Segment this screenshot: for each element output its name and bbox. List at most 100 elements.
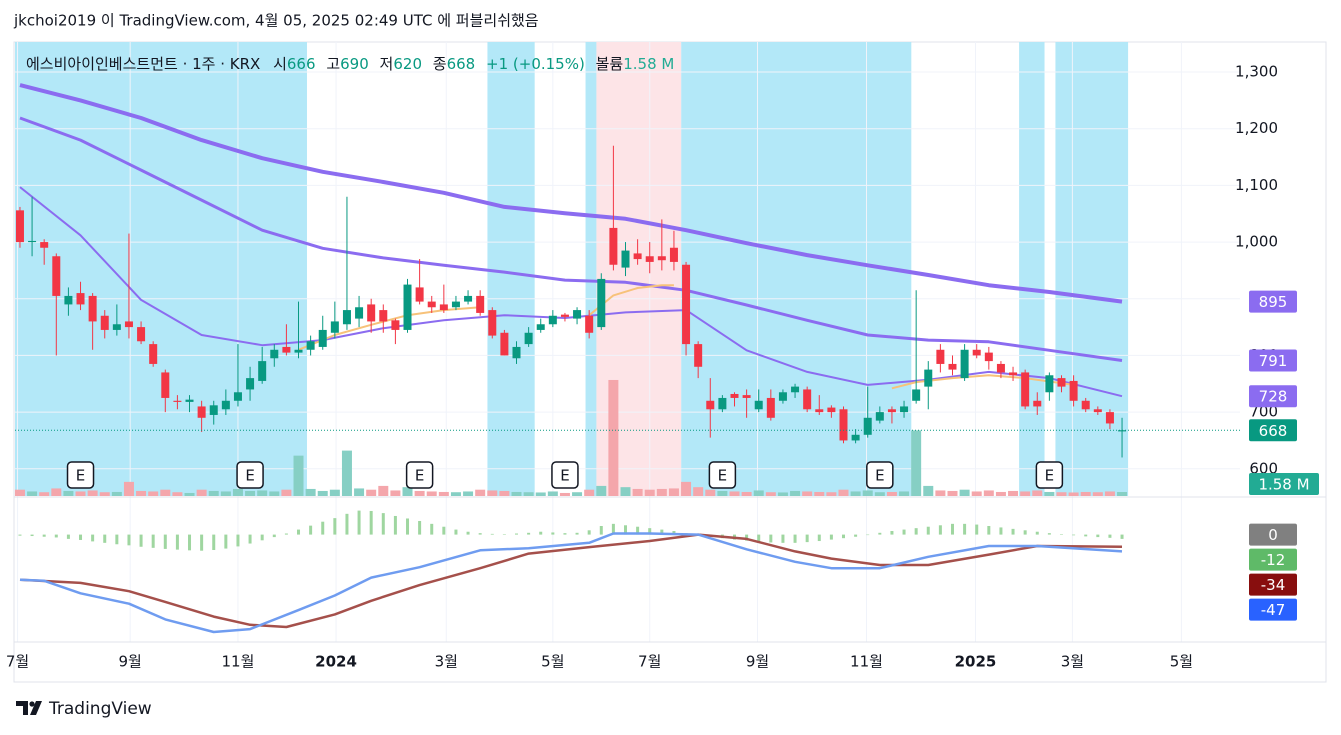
candle-body (439, 304, 448, 311)
event-box (708, 461, 737, 489)
macd-histogram-bar (502, 534, 506, 535)
volume-bar (1117, 492, 1128, 496)
candle-body (548, 315, 557, 325)
moving-average (19, 83, 1123, 304)
volume-bar (232, 488, 243, 496)
macd-histogram-bar (127, 534, 131, 546)
y-tick-label: 1,300 (1235, 63, 1278, 81)
volume-bar (802, 491, 813, 496)
candle-body (609, 227, 618, 265)
macd-histogram-bar (103, 534, 107, 543)
candle-body (706, 400, 715, 410)
badge-box (1249, 419, 1297, 442)
candle-body (924, 369, 933, 387)
macd-histogram-bar (66, 534, 70, 539)
candle-body (464, 295, 473, 302)
candle-body (815, 409, 824, 413)
macd-line (19, 532, 1123, 634)
volume-bar (862, 490, 873, 496)
volume-bar (681, 481, 692, 496)
candle-body (221, 400, 230, 410)
volume-bar (547, 491, 558, 496)
macd-histogram-bar (478, 533, 482, 535)
legend-high-label: 고 (326, 55, 340, 73)
macd-histogram-bar (490, 533, 494, 535)
volume-bar (136, 490, 147, 496)
volume-bar (790, 490, 801, 496)
event-marker: E (405, 461, 434, 489)
macd-pane (18, 510, 1124, 634)
volume-bar (160, 489, 171, 496)
x-tick-label: 3월 (1061, 653, 1084, 671)
volume-bar (63, 490, 74, 496)
candle-body (754, 400, 763, 410)
macd-histogram-bar (890, 531, 894, 535)
candle-body (512, 346, 521, 359)
y-tick-label: 1,100 (1235, 176, 1278, 194)
volume-bar (438, 491, 449, 496)
volume-bar (608, 379, 619, 496)
macd-histogram-bar (406, 518, 410, 535)
volume-bar (717, 490, 728, 496)
x-tick-label: 5월 (541, 653, 564, 671)
volume-bar (572, 492, 583, 496)
macd-histogram-bar (260, 534, 264, 541)
y-tick-label: 1,200 (1235, 119, 1278, 137)
volume-bar (1044, 491, 1055, 496)
macd-histogram-bar (950, 523, 954, 535)
volume-bar (99, 492, 110, 496)
x-tick-label: 7월 (638, 653, 661, 671)
volume-bar (426, 491, 437, 496)
legend-title: 에스비아이인베스트먼트 · 1주 · KRX (26, 55, 260, 73)
volume-bar (220, 491, 231, 496)
macd-histogram-bar (624, 525, 628, 535)
volume-bar (27, 491, 38, 496)
macd-histogram-bar (963, 523, 967, 535)
price-badge: 668 (1249, 419, 1297, 442)
candle-body (258, 361, 267, 381)
x-tick-label: 7월 (6, 653, 29, 671)
candle-body (1045, 375, 1054, 393)
macd-histogram-bar (611, 523, 615, 535)
candle-body (597, 278, 606, 328)
candle-body (100, 315, 109, 330)
macd-histogram-bar (393, 515, 397, 535)
macd-histogram-bar (1059, 534, 1063, 535)
macd-histogram-bar (745, 534, 749, 541)
volume-bar (1080, 491, 1091, 496)
moving-average (19, 116, 1123, 362)
event-label: E (560, 467, 569, 485)
volume-bar (257, 490, 268, 496)
volume-bar (414, 490, 425, 496)
volume-bar (995, 491, 1006, 496)
macd-histogram-bar (284, 533, 288, 535)
macd-histogram-bar (926, 526, 930, 535)
candle-body (827, 407, 836, 413)
macd-histogram-bar (188, 534, 192, 551)
volume-bar (293, 455, 304, 496)
macd-histogram-bar (42, 534, 46, 537)
volume-bar (1092, 492, 1103, 496)
candle-body (88, 295, 97, 322)
candle-body (1081, 400, 1090, 410)
zone (15, 42, 307, 496)
macd-histogram-bar (539, 531, 543, 535)
macd-histogram-bar (430, 523, 434, 535)
volume-bar (305, 488, 316, 496)
volume-bar (535, 492, 546, 496)
candle-body (803, 389, 812, 410)
candle-body (936, 349, 945, 364)
macd-histogram-bar (369, 510, 373, 535)
candle-body (330, 321, 339, 333)
macd-histogram-bar (297, 529, 301, 535)
event-marker: E (551, 461, 579, 489)
candle-body (1057, 378, 1066, 387)
candle-body (791, 386, 800, 393)
volume-bar (123, 481, 134, 496)
event-label: E (245, 467, 254, 485)
candle-body (1105, 412, 1114, 424)
badge-box (1249, 385, 1297, 408)
candle-body (633, 253, 642, 260)
candle-body (318, 329, 327, 347)
